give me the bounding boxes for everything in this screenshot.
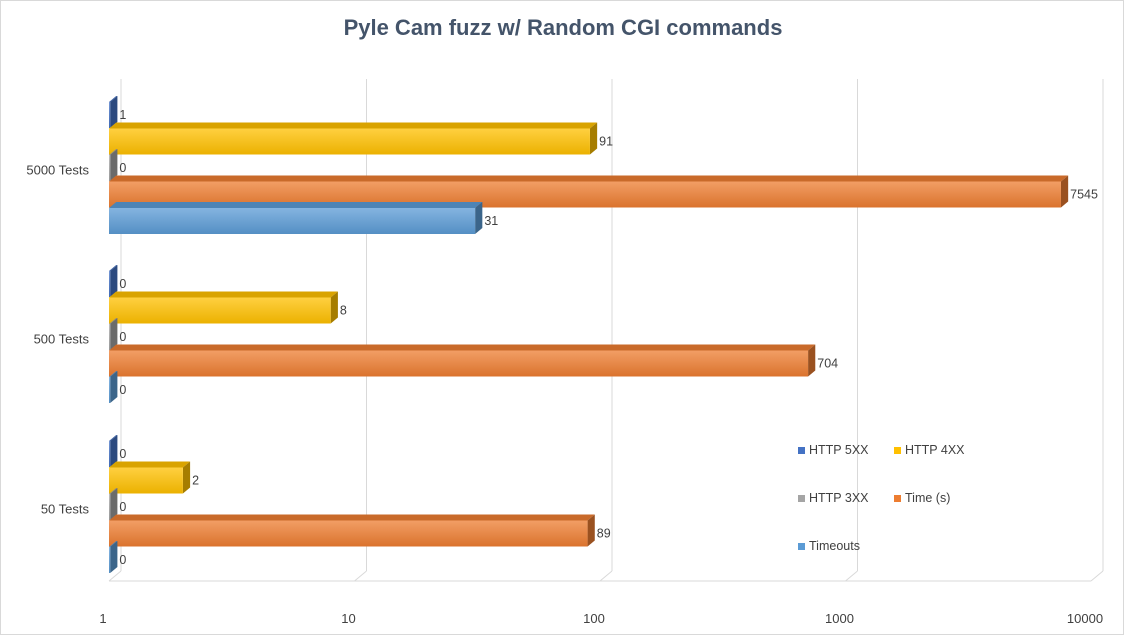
floor-line-10000: [1090, 570, 1104, 582]
bar-timeouts-5000-tests: [109, 202, 483, 234]
bar-http-4xx-500-tests: [109, 291, 338, 324]
data-label-http-4xx-5000-tests: 91: [599, 135, 613, 149]
data-label-http-5xx-500-tests: 0: [119, 277, 126, 291]
data-label-http-5xx-50-tests: 0: [119, 447, 126, 461]
legend-swatch-time-s: [894, 495, 901, 502]
category-label-5000-tests: 5000 Tests: [26, 162, 89, 177]
legend-label-timeouts: Timeouts: [809, 539, 860, 553]
category-label-50-tests: 50 Tests: [41, 501, 90, 516]
bar-time-s-50-tests: [109, 514, 595, 547]
data-label-timeouts-500-tests: 0: [119, 383, 126, 397]
legend-swatch-http-4xx: [894, 447, 901, 454]
x-tick-label-1: 1: [99, 611, 106, 626]
data-label-http-4xx-50-tests: 2: [192, 474, 199, 488]
bars: [109, 96, 1069, 573]
bar-http-3xx-5000-tests: [109, 149, 118, 181]
chart-title: Pyle Cam fuzz w/ Random CGI commands: [343, 15, 783, 40]
category-label-500-tests: 500 Tests: [34, 331, 90, 346]
bar-http-4xx-50-tests: [109, 461, 191, 494]
legend-label-time-s: Time (s): [905, 491, 950, 505]
bar-http-3xx-50-tests: [109, 488, 118, 520]
data-label-timeouts-5000-tests: 31: [484, 214, 498, 228]
bar-http-5xx-500-tests: [109, 265, 118, 297]
labels: 1 10 100 1000 10000 5000 Tests 1 91 0 7545 31 500 T…: [26, 108, 1103, 626]
x-tick-label-1000: 1000: [825, 611, 854, 626]
floor-line-10: [354, 570, 367, 582]
legend-label-http-5xx: HTTP 5XX: [809, 443, 869, 457]
data-label-time-s-5000-tests: 7545: [1070, 188, 1098, 202]
legend-swatch-timeouts: [798, 543, 805, 550]
floor-line-1000: [845, 570, 858, 582]
x-tick-label-10000: 10000: [1067, 611, 1103, 626]
data-label-http-5xx-5000-tests: 1: [119, 108, 126, 122]
data-label-http-4xx-500-tests: 8: [340, 304, 347, 318]
bar-http-3xx-500-tests: [109, 318, 118, 350]
bar-timeouts-50-tests: [109, 541, 118, 573]
legend-swatch-http-5xx: [798, 447, 805, 454]
x-tick-label-10: 10: [341, 611, 355, 626]
bar-time-s-500-tests: [109, 344, 816, 377]
data-label-timeouts-50-tests: 0: [119, 553, 126, 567]
legend-label-http-4xx: HTTP 4XX: [905, 443, 965, 457]
data-label-http-3xx-5000-tests: 0: [119, 161, 126, 175]
legend-label-http-3xx: HTTP 3XX: [809, 491, 869, 505]
floor-line-100: [599, 570, 613, 582]
bar-http-5xx-50-tests: [109, 435, 118, 467]
x-tick-label-100: 100: [583, 611, 605, 626]
data-label-http-3xx-50-tests: 0: [119, 500, 126, 514]
legend: HTTP 5XX HTTP 4XX HTTP 3XX Time (s) Timeouts: [798, 443, 965, 553]
bar-http-5xx-5000-tests: [109, 96, 118, 128]
data-label-http-3xx-500-tests: 0: [119, 330, 126, 344]
bar-timeouts-500-tests: [109, 371, 118, 403]
floor-line-1: [108, 570, 122, 582]
data-label-time-s-500-tests: 704: [817, 357, 838, 371]
gridlines: [108, 79, 1104, 582]
bar-http-4xx-5000-tests: [109, 122, 598, 155]
legend-swatch-http-3xx: [798, 495, 805, 502]
data-label-time-s-50-tests: 89: [597, 527, 611, 541]
